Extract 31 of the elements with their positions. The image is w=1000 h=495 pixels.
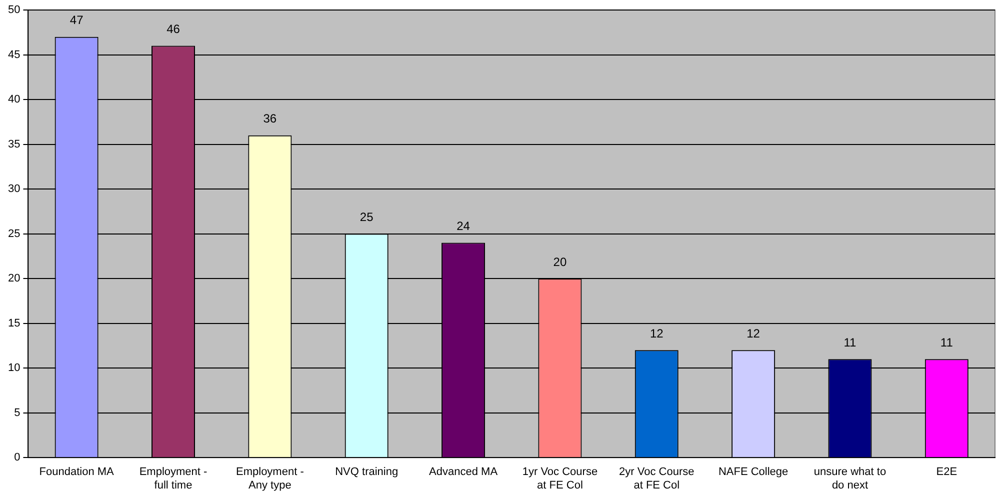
y-tick-label: 35 — [8, 138, 20, 150]
y-tick-label: 15 — [8, 317, 20, 330]
data-label: 47 — [70, 13, 84, 28]
y-tick-label: 40 — [8, 94, 20, 106]
data-label: 20 — [553, 254, 567, 269]
y-tick-label: 25 — [8, 228, 20, 240]
data-label: 12 — [650, 326, 664, 340]
y-tick-label: 0 — [14, 452, 20, 464]
data-label: 36 — [263, 112, 277, 126]
y-tick-label: 5 — [14, 406, 20, 419]
x-tick-label: Foundation MA — [39, 466, 115, 478]
x-tick-label: Employment - Any type — [236, 466, 304, 492]
x-tick-label: unsure what to do next — [814, 466, 886, 492]
x-tick-label: Advanced MA — [429, 466, 498, 478]
x-tick-label: 1yr Voc Course at FE Col — [522, 466, 598, 492]
x-tick-label: 2yr Voc Course at FE Col — [619, 466, 694, 492]
y-tick-label: 10 — [8, 362, 20, 374]
x-tick-label: Employment - full time — [139, 466, 208, 492]
x-tick-label: NAFE College — [718, 466, 788, 478]
x-tick-label: NVQ training — [335, 466, 398, 478]
data-label: 24 — [456, 219, 470, 234]
data-label: 25 — [360, 210, 374, 224]
y-tick-label: 45 — [8, 48, 20, 61]
data-label: 46 — [166, 22, 180, 36]
data-label: 11 — [844, 335, 857, 350]
data-label: 11 — [940, 335, 954, 350]
y-tick-label: 50 — [8, 4, 20, 16]
data-label: 12 — [746, 326, 760, 340]
y-tick-label: 30 — [8, 183, 20, 196]
x-tick-label: E2E — [936, 466, 958, 478]
y-tick-label: 20 — [8, 272, 20, 285]
